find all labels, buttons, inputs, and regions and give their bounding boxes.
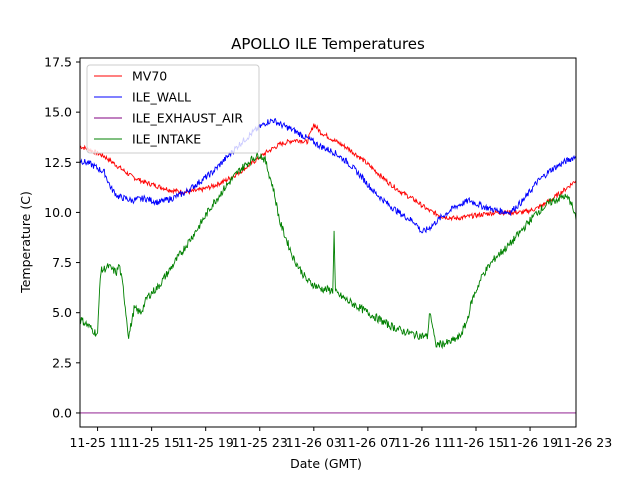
series-layer <box>80 117 576 414</box>
y-tick-label: 17.5 <box>44 55 72 70</box>
y-tick-label: 7.5 <box>52 255 72 270</box>
series-line-ile-wall <box>80 117 576 234</box>
chart-title: APOLLO ILE Temperatures <box>231 35 425 53</box>
y-tick-label: 0.0 <box>52 406 72 421</box>
legend-frame <box>86 64 260 154</box>
x-tick-label: 11-25 23 <box>232 435 288 450</box>
y-axis-label: Temperature (C) <box>18 191 33 294</box>
y-tick-label: 12.5 <box>44 155 72 170</box>
series-line-ile-intake <box>80 152 576 350</box>
legend-label-ile-wall: ILE_WALL <box>132 90 191 105</box>
x-axis-label: Date (GMT) <box>290 456 362 471</box>
x-tick-label: 11-26 03 <box>286 435 342 450</box>
series-line-mv70 <box>80 123 576 222</box>
legend-label-ile-exhaust-air: ILE_EXHAUST_AIR <box>132 111 243 126</box>
x-tick-label: 11-25 15 <box>123 435 179 450</box>
legend-label-mv70: MV70 <box>132 69 167 84</box>
x-tick-label: 11-26 07 <box>340 435 396 450</box>
y-tick-label: 2.5 <box>52 355 72 370</box>
x-tick-label: 11-25 11 <box>69 435 125 450</box>
y-tick-label: 15.0 <box>44 105 72 120</box>
y-axis: 0.0 2.5 5.0 7.5 10.0 12.5 15.0 17.5 <box>44 55 80 421</box>
y-tick-label: 5.0 <box>52 305 72 320</box>
x-tick-label: 11-26 15 <box>448 435 504 450</box>
y-tick-label: 10.0 <box>44 205 72 220</box>
plot-frame <box>79 57 577 428</box>
x-tick-label: 11-26 19 <box>502 435 558 450</box>
x-tick-label: 11-26 23 <box>556 435 612 450</box>
plot-area <box>79 57 577 428</box>
legend-label-ile-intake: ILE_INTAKE <box>132 132 201 147</box>
x-tick-label: 11-26 11 <box>394 435 450 450</box>
x-tick-label: 11-25 19 <box>178 435 234 450</box>
legend: MV70 ILE_WALL ILE_EXHAUST_AIR ILE_INTAKE <box>86 64 260 154</box>
